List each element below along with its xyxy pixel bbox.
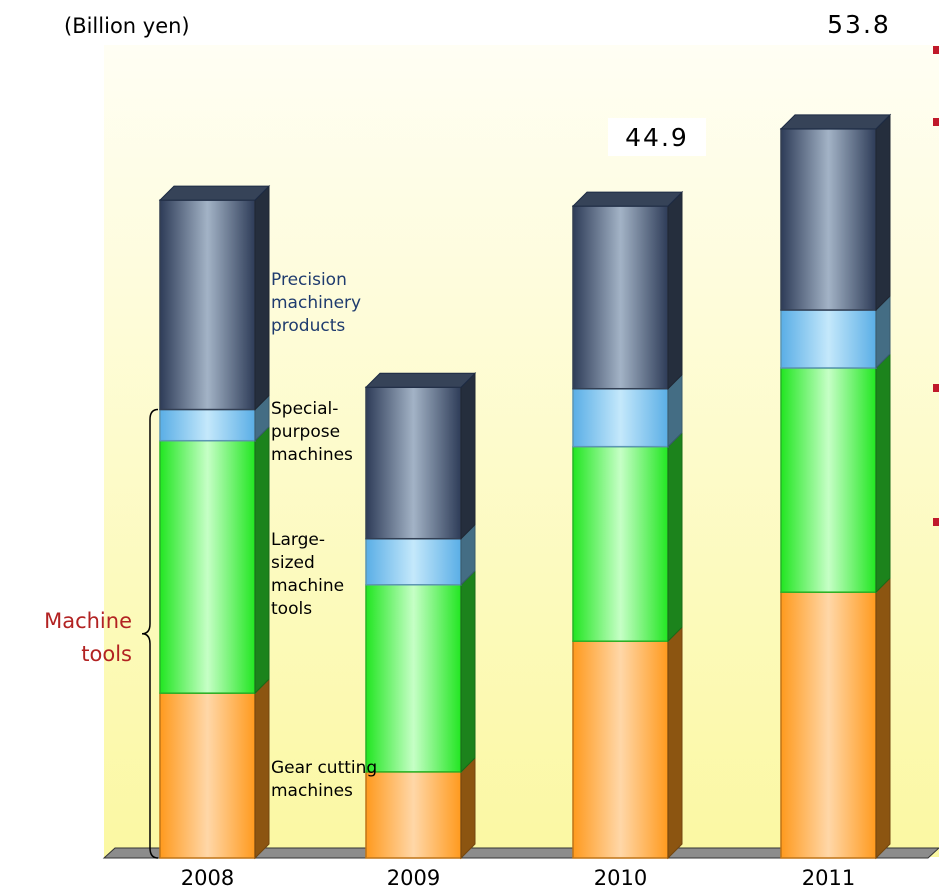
bar-top-2008 [158,185,271,201]
bar-segment-2008-precision-machinery-products [159,184,270,411]
bar-segment-2008-special-purpose-machines [159,394,270,442]
machine-tools-bracket [141,408,159,859]
bar-top-2010 [571,191,684,207]
bar-segment-2010-large-sized-machine-tools [572,431,683,643]
series-label-large-sized-machine-tools: Large-sized machine tools [271,530,344,619]
x-tick-2009: 2009 [387,866,440,890]
bar-segment-2008-large-sized-machine-tools [159,425,270,695]
total-label-2010-background [608,118,706,156]
bar-segment-2010-gear-cutting-machines [572,625,683,860]
bar-segment-2009-special-purpose-machines [365,523,476,586]
x-tick-2010: 2010 [594,866,647,890]
unit-label: (Billion yen) [64,14,190,38]
bar-top-2011 [779,114,892,130]
bar-segment-2011-large-sized-machine-tools [780,352,891,594]
bar-segment-2009-precision-machinery-products [365,372,476,540]
bars [158,113,892,860]
bar-top-2009 [364,372,477,388]
total-label-2011-background [810,4,908,42]
series-labels: Precision machinery products Special-purpo… [271,270,377,801]
bar-segment-2008-gear-cutting-machines [159,677,270,860]
bar-segment-2011-special-purpose-machines [780,294,891,370]
bar-segment-2011-gear-cutting-machines [780,576,891,860]
bar-segment-2009-large-sized-machine-tools [365,569,476,774]
total-label-2011: 53.8 [827,10,891,39]
bar-segment-2010-special-purpose-machines [572,373,683,448]
bar-segment-2010-precision-machinery-products [572,190,683,390]
x-tick-2011: 2011 [802,866,855,890]
edge-markers [933,46,939,526]
bar-segment-2011-precision-machinery-products [780,113,891,312]
series-label-precision-machinery-products: Precision machinery products [271,270,361,336]
bar-segment-2009-gear-cutting-machines [365,756,476,860]
x-tick-2008: 2008 [181,866,234,890]
x-axis-tick-labels: 2008 2009 2010 2011 [181,866,855,890]
machine-tools-label: Machine tools [44,609,132,666]
series-label-gear-cutting-machines: Gear cutting machines [271,758,377,801]
total-label-2010: 44.9 [625,123,689,152]
series-label-special-purpose-machines: Special-purpose machines [271,399,353,465]
